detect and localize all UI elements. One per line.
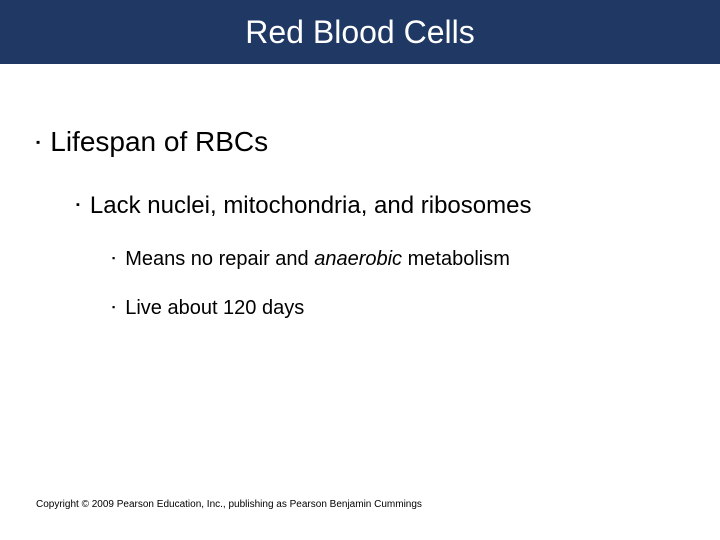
bullet-marker-icon: ▪ [112,303,115,312]
bullet-marker-icon: ▪ [76,200,80,211]
bullet-level-3: ▪ Means no repair and anaerobic metaboli… [112,248,720,271]
bullet-marker-icon: ▪ [36,136,40,148]
slide-title: Red Blood Cells [245,14,474,51]
bullet-text: Live about 120 days [125,297,304,320]
text-segment: metabolism [402,248,510,270]
bullet-level-2: ▪ Lack nuclei, mitochondria, and ribosom… [76,192,720,220]
bullet-text: Lack nuclei, mitochondria, and ribosomes [90,192,532,220]
bullet-marker-icon: ▪ [112,254,115,263]
text-segment: Means no repair and [125,248,314,270]
bullet-level-1: ▪ Lifespan of RBCs [36,126,720,158]
bullet-text: Means no repair and anaerobic metabolism [125,248,510,271]
bullet-level-3: ▪ Live about 120 days [112,297,720,320]
title-bar: Red Blood Cells [0,0,720,64]
copyright-footer: Copyright © 2009 Pearson Education, Inc.… [36,499,422,510]
italic-text: anaerobic [314,248,402,270]
slide-body: ▪ Lifespan of RBCs ▪ Lack nuclei, mitoch… [0,64,720,320]
bullet-text: Lifespan of RBCs [50,126,268,158]
